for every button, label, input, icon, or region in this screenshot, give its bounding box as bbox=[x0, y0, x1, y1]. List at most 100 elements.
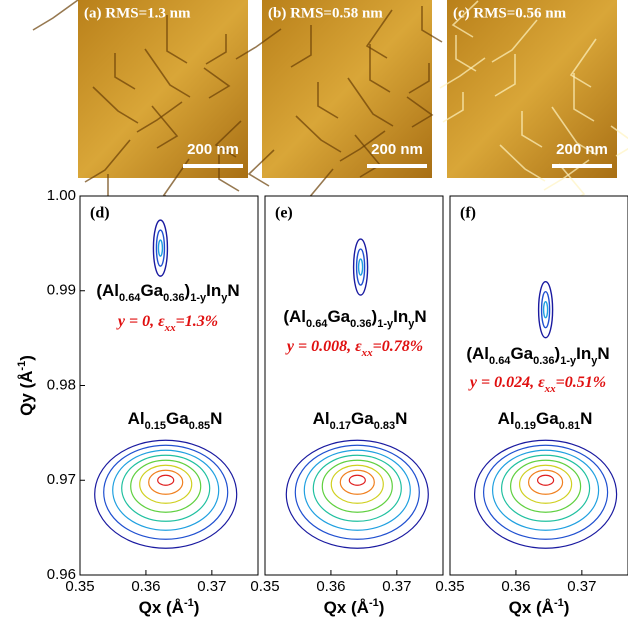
afm-feature bbox=[365, 9, 393, 59]
contour-line bbox=[139, 464, 193, 504]
peak bbox=[473, 439, 618, 549]
substrate-formula-part: Ga bbox=[536, 409, 559, 428]
y-axis-label-part: ) bbox=[17, 355, 36, 361]
afm-feature bbox=[92, 86, 139, 124]
strain-label-part: y = 0, ε bbox=[116, 313, 165, 330]
afm-feature bbox=[521, 111, 543, 148]
afm-image bbox=[262, 0, 432, 178]
contour-line bbox=[540, 291, 551, 329]
strain-label-part: =1.3% bbox=[176, 313, 218, 330]
afm-feature bbox=[439, 57, 486, 89]
afm-image bbox=[78, 0, 248, 178]
afm-feature bbox=[551, 106, 598, 156]
x-tick-label: 0.36 bbox=[316, 578, 345, 595]
x-axis-label: Qx (Å-1) bbox=[509, 597, 570, 618]
afm-images: (a) RMS=1.3 nm 200 nm (b) RMS=0.58 nm 200 n… bbox=[32, 0, 628, 217]
afm-feature bbox=[610, 125, 628, 157]
afm-feature bbox=[573, 73, 595, 122]
substrate-formula: Al0.17Ga0.83N bbox=[313, 409, 408, 431]
afm-feature bbox=[408, 63, 430, 94]
contour-line bbox=[482, 444, 609, 540]
afm-feature bbox=[32, 0, 79, 31]
afm-label: (a) RMS=1.3 nm bbox=[84, 5, 191, 21]
afm-feature bbox=[114, 53, 136, 90]
contour-line bbox=[357, 258, 364, 276]
layer-formula-part: 0.36 bbox=[350, 318, 371, 330]
afm-feature bbox=[218, 155, 240, 192]
contour-line bbox=[312, 454, 402, 522]
afm-feature bbox=[369, 44, 391, 93]
layer-formula-part: N bbox=[597, 344, 609, 363]
afm-feature bbox=[317, 82, 339, 119]
layer-formula-part: 0.64 bbox=[489, 355, 511, 367]
layer-formula-part: 0.36 bbox=[163, 292, 184, 304]
layer-formula-part: In bbox=[206, 281, 221, 300]
afm-feature bbox=[295, 115, 342, 153]
contour-line bbox=[542, 301, 549, 319]
contour-line bbox=[303, 449, 411, 531]
afm-feature bbox=[235, 28, 282, 60]
afm-image bbox=[447, 0, 617, 178]
x-tick-label: 0.37 bbox=[382, 578, 411, 595]
x-tick-label: 0.36 bbox=[131, 578, 160, 595]
substrate-formula-part: 0.83 bbox=[374, 420, 395, 432]
y-axis-label-part: Qy (Å bbox=[17, 371, 36, 416]
contour-line bbox=[294, 444, 420, 540]
x-axis-label-part: -1 bbox=[554, 597, 564, 609]
x-axis-label-part: -1 bbox=[184, 597, 194, 609]
strain-label-part: y = 0.008, ε bbox=[285, 338, 362, 355]
peak bbox=[537, 281, 554, 339]
layer-formula-part: 1-y bbox=[560, 355, 577, 367]
peak bbox=[352, 238, 369, 296]
contour-line bbox=[121, 454, 211, 522]
afm-feature bbox=[144, 48, 191, 98]
panel-label: (d) bbox=[90, 205, 110, 222]
substrate-formula-part: 0.17 bbox=[330, 420, 351, 432]
x-tick-label: 0.35 bbox=[435, 578, 464, 595]
x-axis-label: Qx (Å-1) bbox=[324, 597, 385, 618]
substrate-formula-part: Ga bbox=[351, 409, 374, 428]
afm-feature bbox=[494, 54, 516, 97]
afm-feature bbox=[166, 15, 188, 64]
substrate-formula-part: 0.15 bbox=[145, 420, 166, 432]
layer-formula-part: 0.64 bbox=[306, 318, 328, 330]
x-axis-label-part: ) bbox=[564, 598, 570, 617]
layer-formula: (Al0.64Ga0.36)1-yInyN bbox=[283, 307, 426, 329]
strain-label-part: xx bbox=[361, 347, 374, 359]
layer-formula-part: (Al bbox=[466, 344, 489, 363]
strain-label: y = 0.008, εxx=0.78% bbox=[285, 338, 423, 359]
strain-label-part: xx bbox=[164, 322, 177, 334]
layer-formula-part: In bbox=[393, 307, 408, 326]
substrate-formula-part: Al bbox=[498, 409, 515, 428]
afm-feature bbox=[406, 96, 434, 128]
layer-formula-part: y bbox=[408, 318, 415, 330]
contour-line bbox=[94, 439, 238, 549]
layer-formula-part: y bbox=[591, 355, 598, 367]
layer-formula-part: ) bbox=[185, 281, 191, 300]
layer-formula-part: Ga bbox=[510, 344, 533, 363]
contour-line bbox=[330, 464, 384, 504]
contour-line bbox=[537, 281, 554, 339]
contour-line bbox=[157, 239, 164, 257]
contour-line bbox=[155, 229, 166, 267]
y-axis-label: Qy (Å-1) bbox=[16, 355, 37, 416]
substrate-formula: Al0.19Ga0.81N bbox=[498, 409, 593, 431]
y-tick-label: 0.97 bbox=[47, 471, 76, 488]
contour-line bbox=[509, 459, 582, 513]
contour-line bbox=[536, 474, 555, 486]
y-axis-label-part: -1 bbox=[16, 361, 28, 371]
scale-bar-label: 200 nm bbox=[371, 141, 423, 158]
contour-line bbox=[130, 459, 202, 513]
x-axis-label-part: -1 bbox=[369, 597, 379, 609]
layer-formula-part: In bbox=[576, 344, 591, 363]
afm-feature bbox=[290, 25, 312, 68]
afm-feature bbox=[451, 0, 479, 38]
layer-formula-part: 1-y bbox=[377, 318, 394, 330]
x-tick-label: 0.35 bbox=[65, 578, 94, 595]
afm-feature bbox=[491, 19, 538, 63]
y-tick-label: 0.99 bbox=[47, 282, 76, 299]
peak bbox=[152, 219, 169, 277]
afm-label: (b) RMS=0.58 nm bbox=[268, 5, 383, 21]
